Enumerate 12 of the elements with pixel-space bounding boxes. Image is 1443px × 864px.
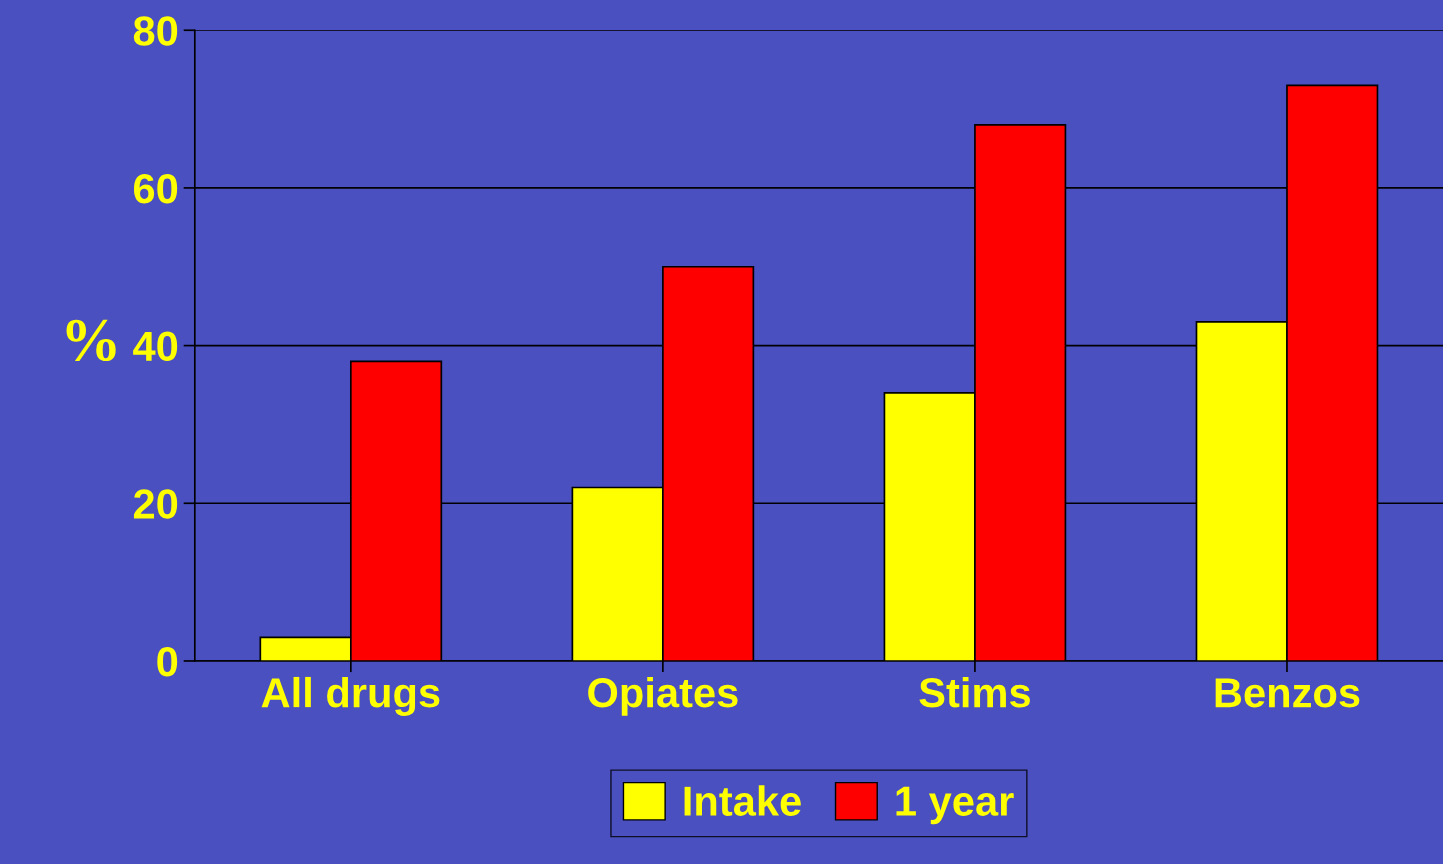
- y-tick-label: 40: [133, 331, 178, 362]
- y-axis-title: %: [66, 319, 116, 362]
- x-tick-label: Benzos: [1215, 678, 1360, 708]
- y-tick-label: 20: [133, 489, 178, 519]
- legend-label: Intake: [684, 785, 801, 816]
- x-tick-label: Stims: [919, 676, 1030, 708]
- legend-label: 1 year: [896, 786, 1014, 825]
- y-tick-label: 80: [133, 16, 178, 46]
- y-tick-label: 60: [134, 173, 178, 204]
- y-tick-label: 0: [157, 646, 178, 677]
- x-tick-label: All drugs: [261, 676, 440, 716]
- x-tick-label: Opiates: [588, 676, 738, 716]
